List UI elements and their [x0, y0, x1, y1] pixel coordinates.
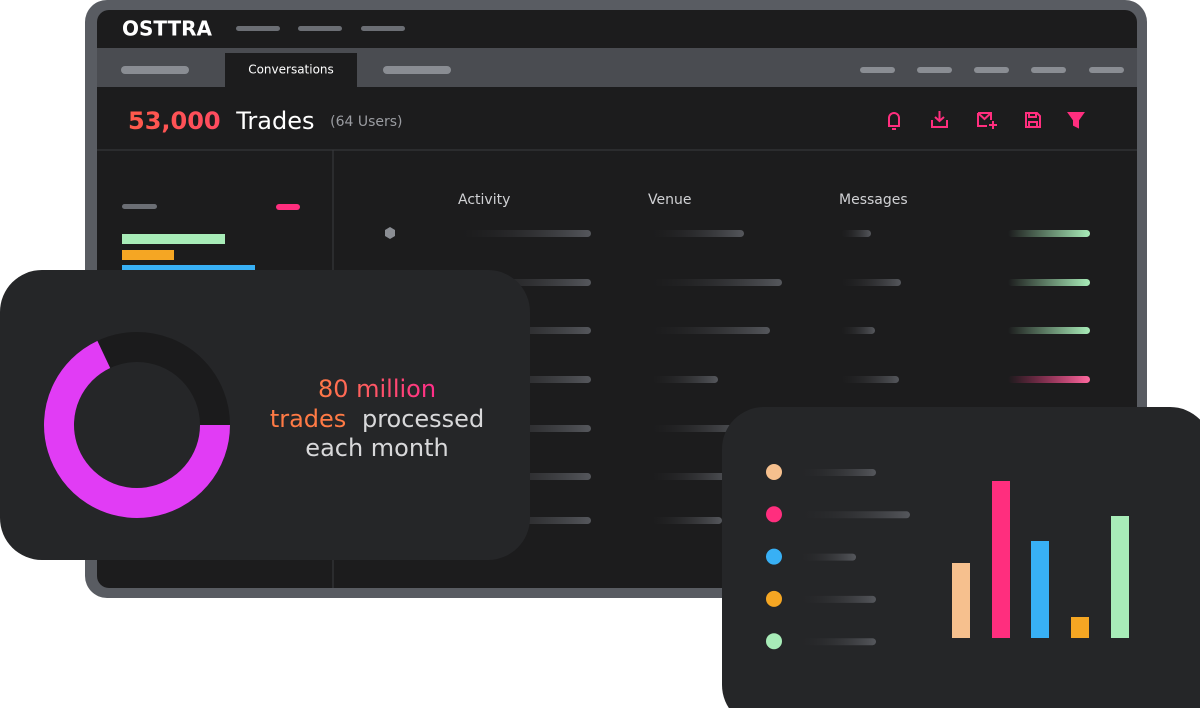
bar — [992, 481, 1010, 638]
row-placeholder — [841, 327, 875, 334]
nav-placeholders — [121, 26, 1124, 74]
column-header: Activity — [458, 192, 510, 208]
legend-placeholder — [800, 511, 910, 519]
row-status — [1008, 279, 1090, 286]
users: (64 Users) — [330, 114, 402, 130]
legend-placeholder — [800, 595, 876, 603]
legend-placeholder — [800, 638, 876, 646]
headline: 80 million — [318, 375, 436, 403]
headline-text: processed — [362, 405, 484, 433]
count: 53,000 — [128, 107, 221, 135]
legend-dot — [766, 633, 782, 650]
logo: OSTTRA — [122, 17, 213, 41]
row-placeholder — [652, 327, 770, 334]
bar-chart — [766, 464, 1129, 650]
bar — [1071, 617, 1089, 638]
row-placeholder — [652, 279, 782, 286]
headline-line2: trades processed — [270, 405, 484, 433]
trade-count: 53,000 Trades (64 Users) — [128, 107, 403, 135]
row-status — [1008, 376, 1090, 383]
row-status — [1008, 327, 1090, 334]
bar — [1111, 516, 1129, 638]
column-header: Messages — [839, 192, 908, 208]
active-tab[interactable] — [225, 53, 357, 87]
count-label: Trades — [235, 107, 314, 135]
bar — [1031, 541, 1049, 638]
headline-accent: trades — [270, 405, 347, 433]
legend-dot — [766, 548, 782, 565]
tab-label[interactable]: Conversations — [248, 63, 334, 77]
row-status — [1008, 230, 1090, 237]
settings-icon[interactable] — [385, 227, 395, 239]
legend-placeholder — [800, 553, 856, 561]
headline-line3: each month — [305, 434, 448, 462]
row-placeholder — [652, 517, 722, 524]
row-placeholder — [462, 230, 591, 237]
donut-segment — [44, 340, 230, 518]
legend-dot — [766, 590, 782, 607]
donut — [44, 340, 230, 518]
legend-dot — [766, 464, 782, 480]
legend-dot — [766, 506, 782, 523]
row-placeholder — [841, 376, 899, 383]
row-placeholder — [652, 425, 742, 432]
row-placeholder — [652, 230, 744, 237]
column-header: Venue — [648, 192, 691, 208]
row-placeholder — [652, 473, 732, 480]
column-headers: Activity Venue Messages — [458, 192, 908, 208]
row-placeholder — [841, 279, 901, 286]
row-placeholder — [652, 376, 718, 383]
bar — [952, 563, 970, 638]
toolbar-icons[interactable] — [888, 111, 1085, 130]
legend-placeholder — [800, 469, 876, 476]
row-placeholder — [841, 230, 871, 237]
